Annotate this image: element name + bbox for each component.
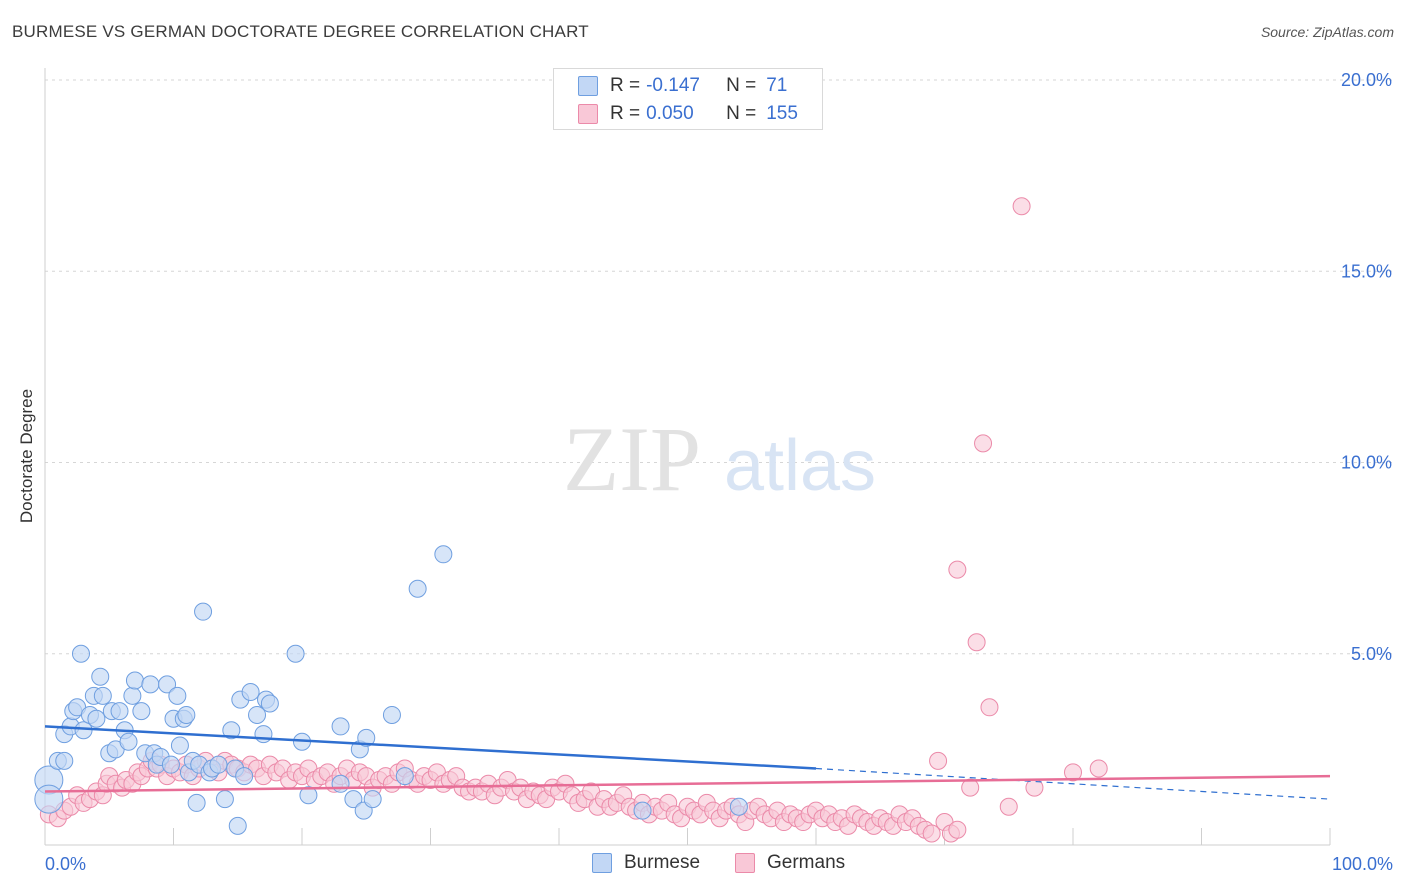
legend-r-value: 0.050	[646, 103, 694, 124]
burmese-point	[331, 717, 350, 736]
watermark-zip: ZIP	[563, 408, 701, 510]
german-point	[1012, 197, 1031, 216]
source-label: Source: ZipAtlas.com	[1260, 24, 1394, 40]
burmese-point	[34, 784, 64, 814]
series-legend: Burmese Germans	[0, 852, 1406, 878]
legend-row-germans: R = 0.050 N = 155	[578, 102, 798, 126]
axis-layer: 5.0% 10.0% 15.0% 20.0% 0.0% 100.0%	[44, 68, 1393, 874]
burmese-swatch	[578, 76, 598, 96]
burmese-point	[177, 705, 196, 724]
burmese-point	[357, 728, 376, 747]
y-tick-label: 10.0%	[1341, 453, 1392, 473]
burmese-point	[241, 683, 260, 701]
german-point	[1089, 759, 1108, 778]
y-tick-label: 15.0%	[1341, 261, 1392, 281]
burmese-point	[74, 721, 93, 740]
burmese-trendline-projection	[815, 767, 1331, 800]
burmese-point	[87, 709, 106, 728]
burmese-point	[286, 644, 305, 663]
burmese-point	[222, 721, 241, 740]
burmese-point	[55, 751, 74, 770]
burmese-point	[729, 797, 748, 816]
burmese-point	[168, 686, 187, 705]
legend-n-value: 155	[766, 103, 798, 124]
x-tick-label: 100.0%	[1332, 854, 1393, 874]
burmese-point	[132, 702, 151, 721]
burmese-point	[408, 579, 427, 598]
burmese-point	[209, 755, 228, 774]
german-legend-swatch	[735, 853, 755, 873]
legend-r-label: R =	[610, 75, 641, 96]
legend-n-value: 71	[766, 75, 788, 96]
grid-layer	[45, 79, 1392, 655]
burmese-point	[93, 686, 112, 705]
burmese-point	[395, 767, 414, 786]
burmese-point	[91, 667, 110, 686]
german-point	[961, 778, 980, 797]
burmese-point	[299, 786, 318, 805]
burmese-point	[110, 702, 129, 721]
burmese-point	[194, 602, 213, 621]
burmese-point	[382, 705, 401, 724]
german-point	[974, 434, 993, 453]
german-points	[39, 197, 1108, 843]
german-trendline	[44, 774, 1331, 793]
y-axis-label: Doctorate Degree	[17, 389, 36, 523]
german-swatch	[578, 104, 598, 124]
burmese-point	[235, 767, 254, 786]
burmese-point	[344, 790, 363, 809]
burmese-point	[434, 545, 453, 564]
burmese-point	[187, 793, 206, 812]
burmese-legend-swatch	[592, 853, 612, 873]
burmese-point	[228, 816, 247, 835]
german-point	[999, 797, 1018, 816]
correlation-legend: R = -0.147 N = 71 R = 0.050 N = 155	[553, 68, 823, 130]
legend-r-label: R =	[610, 103, 641, 124]
legend-n-label: N =	[726, 75, 757, 96]
german-legend-label: Germans	[767, 852, 846, 873]
german-point	[929, 751, 948, 770]
burmese-point	[119, 732, 138, 751]
german-point	[948, 820, 967, 839]
y-tick-label: 5.0%	[1351, 644, 1392, 664]
chart-title: BURMESE VS GERMAN DOCTORATE DEGREE CORRE…	[12, 22, 589, 41]
burmese-point	[125, 671, 144, 690]
y-tick-label: 20.0%	[1341, 70, 1392, 90]
burmese-legend-label: Burmese	[624, 852, 701, 873]
legend-item-burmese[interactable]: Burmese	[592, 852, 700, 874]
burmese-point	[254, 725, 273, 744]
watermark: ZIP atlas	[563, 408, 876, 510]
burmese-point	[215, 790, 234, 809]
burmese-point	[158, 675, 177, 694]
x-tick-label: 0.0%	[45, 854, 86, 874]
burmese-point	[161, 755, 180, 774]
burmese-point	[141, 675, 160, 694]
burmese-point	[633, 801, 652, 820]
burmese-points	[34, 545, 748, 835]
watermark-atlas: atlas	[724, 426, 876, 506]
german-point	[980, 698, 999, 717]
burmese-point	[331, 774, 350, 793]
burmese-point	[170, 736, 189, 755]
german-point	[922, 824, 941, 843]
legend-r-value: -0.147	[646, 75, 700, 96]
german-point	[967, 633, 986, 652]
german-point	[948, 560, 967, 579]
burmese-point	[363, 790, 382, 809]
burmese-point	[71, 644, 90, 663]
burmese-point	[248, 705, 267, 724]
legend-row-burmese: R = -0.147 N = 71	[578, 74, 787, 98]
trend-layer	[44, 725, 1331, 800]
burmese-point	[260, 694, 279, 713]
german-point	[1064, 763, 1082, 782]
burmese-trendline	[44, 725, 817, 770]
legend-item-germans[interactable]: Germans	[735, 852, 845, 874]
burmese-point	[123, 686, 142, 705]
legend-n-label: N =	[726, 103, 757, 124]
